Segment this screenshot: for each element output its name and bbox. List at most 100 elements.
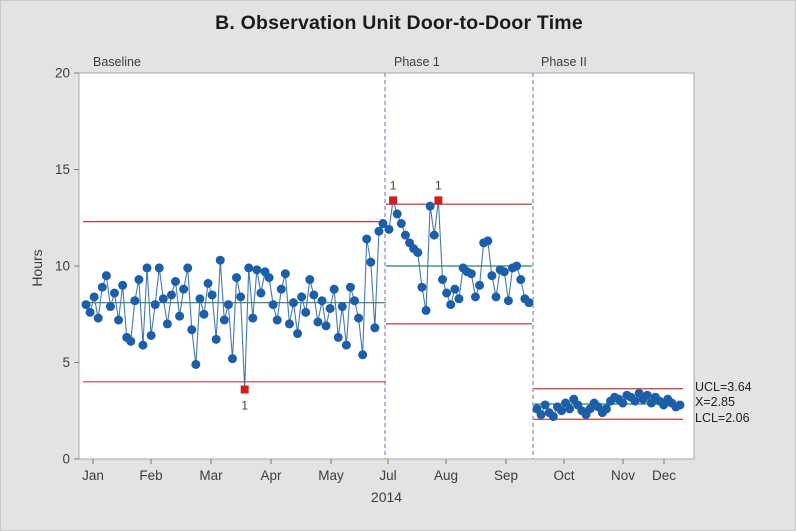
data-point	[97, 282, 107, 292]
data-point	[203, 278, 213, 288]
data-point	[215, 255, 225, 265]
data-point	[276, 284, 286, 294]
data-point	[374, 226, 384, 236]
data-point	[438, 275, 448, 285]
data-point	[345, 282, 355, 292]
control-limit-annotations: UCL=3.64 X=2.85 LCL=2.06	[695, 380, 752, 426]
data-point	[392, 209, 402, 219]
ooc-marker	[240, 385, 249, 394]
x-tick-label: May	[318, 468, 344, 483]
ooc-marker	[389, 196, 398, 205]
chart-title: B. Observation Unit Door-to-Door Time	[215, 12, 583, 34]
data-point	[154, 263, 164, 273]
data-point	[288, 298, 298, 308]
data-point	[396, 219, 406, 229]
data-point	[565, 404, 575, 414]
center-annotation: X=2.85	[695, 395, 735, 410]
lcl-annotation: LCL=2.06	[695, 410, 750, 425]
data-point	[516, 275, 526, 285]
data-point	[536, 410, 546, 420]
data-point	[109, 288, 119, 298]
data-point	[138, 340, 148, 350]
data-point	[333, 332, 343, 342]
data-point	[384, 224, 394, 234]
data-point	[313, 317, 323, 327]
x-tick-label: Oct	[553, 468, 574, 483]
data-point	[618, 398, 628, 408]
data-point	[227, 354, 237, 364]
data-point	[366, 257, 376, 267]
data-point	[557, 406, 567, 416]
data-point	[236, 292, 246, 302]
y-tick-label: 10	[55, 259, 70, 274]
data-point	[362, 234, 372, 244]
x-tick-label: Sep	[494, 468, 518, 483]
data-point	[272, 315, 282, 325]
data-point	[512, 261, 522, 271]
data-point	[252, 265, 262, 275]
data-point	[199, 309, 209, 319]
stage-label-phase-2: Phase II	[541, 55, 587, 69]
data-point	[354, 313, 364, 323]
data-point	[187, 325, 197, 335]
data-point	[454, 294, 464, 304]
data-point	[105, 302, 115, 312]
data-point	[548, 412, 558, 422]
data-point	[675, 400, 685, 410]
ucl-annotation: UCL=3.64	[695, 380, 752, 394]
data-point	[491, 292, 501, 302]
data-point	[191, 359, 201, 369]
data-point	[150, 300, 160, 310]
x-tick-label: Mar	[199, 468, 223, 483]
data-point	[284, 319, 294, 329]
data-point	[400, 230, 410, 240]
data-point	[244, 263, 254, 273]
ooc-marker	[434, 196, 443, 205]
data-point	[301, 307, 311, 317]
data-point	[642, 390, 652, 400]
data-point	[207, 290, 217, 300]
data-point	[248, 313, 258, 323]
data-point	[297, 292, 307, 302]
data-point	[487, 271, 497, 281]
data-point	[499, 267, 509, 277]
y-tick-label: 0	[62, 452, 70, 467]
data-point	[425, 201, 435, 211]
data-point	[413, 247, 423, 257]
data-point	[442, 288, 452, 298]
data-point	[142, 263, 152, 273]
data-point	[183, 263, 193, 273]
data-point	[305, 275, 315, 285]
data-point	[378, 219, 388, 229]
data-point	[450, 284, 460, 294]
data-point	[130, 296, 140, 306]
x-tick-label: Nov	[611, 468, 635, 483]
data-point	[195, 294, 205, 304]
data-point	[421, 305, 431, 315]
data-point	[264, 273, 274, 283]
x-tick-label: Apr	[260, 468, 282, 483]
data-point	[146, 330, 156, 340]
data-point	[85, 307, 95, 317]
data-point	[350, 296, 360, 306]
ooc-flag-label: 1	[435, 178, 442, 192]
data-point	[211, 334, 221, 344]
data-point	[370, 323, 380, 333]
data-point	[219, 315, 229, 325]
x-axis-label: 2014	[370, 489, 403, 505]
data-point	[446, 300, 456, 310]
x-tick-label: Jan	[82, 468, 104, 483]
data-point	[309, 290, 319, 300]
data-point	[114, 315, 124, 325]
data-point	[417, 282, 427, 292]
data-point	[134, 275, 144, 285]
data-point	[601, 404, 611, 414]
data-point	[93, 313, 103, 323]
data-point	[118, 280, 128, 290]
data-point	[317, 296, 327, 306]
data-point	[166, 290, 176, 300]
data-point	[630, 396, 640, 406]
data-point	[293, 329, 303, 339]
